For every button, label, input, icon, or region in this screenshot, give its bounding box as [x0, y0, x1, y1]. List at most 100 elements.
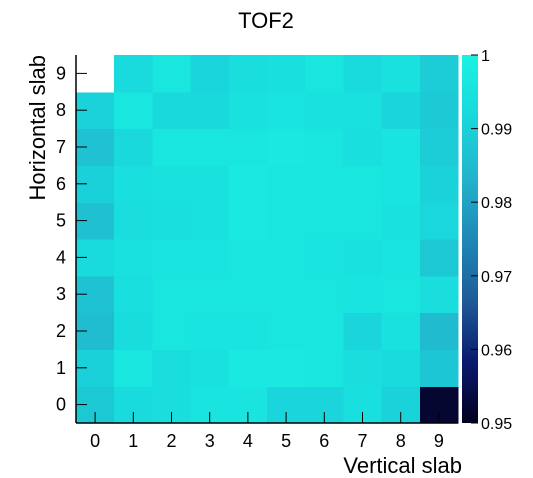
- heatmap-cell: [305, 239, 344, 277]
- heatmap-cell: [305, 349, 344, 387]
- heatmap-cell: [419, 275, 459, 314]
- heatmap-cell: [228, 202, 268, 240]
- x-tick-label: 2: [166, 431, 176, 451]
- heatmap-cell: [267, 55, 306, 93]
- heatmap-cell: [228, 165, 268, 203]
- y-axis-title: Horizontal slab: [25, 55, 50, 201]
- heatmap-cell: [419, 239, 459, 277]
- y-tick-label: 6: [56, 174, 66, 194]
- heatmap-cell: [381, 312, 421, 350]
- heatmap-cell: [152, 128, 192, 166]
- chart-title: TOF2: [238, 8, 294, 33]
- heatmap-cell: [267, 275, 306, 314]
- heatmap-cell: [190, 275, 230, 314]
- y-tick-label: 5: [56, 211, 66, 231]
- heatmap-cell: [343, 349, 383, 387]
- x-tick-label: 6: [319, 431, 329, 451]
- heatmap-cell: [190, 312, 230, 350]
- heatmap-cell: [114, 128, 153, 166]
- colorbar-ticks: 1 0.99 0.98 0.97 0.96 0.95: [471, 48, 512, 433]
- x-tick-label: 3: [205, 431, 215, 451]
- heatmap-cell: [267, 349, 306, 387]
- heatmap-cell: [305, 202, 344, 240]
- heatmap-cell: [343, 312, 383, 350]
- heatmap-cell: [381, 349, 421, 387]
- heatmap-cell: [152, 349, 192, 387]
- heatmap-cell: [305, 312, 344, 350]
- heatmap-cell: [190, 128, 230, 166]
- heatmap-cell: [305, 165, 344, 203]
- heatmap-cell: [381, 91, 421, 130]
- heatmap-cell: [267, 202, 306, 240]
- x-tick-label: 1: [128, 431, 138, 451]
- heatmap-cell: [381, 165, 421, 203]
- y-tick-label: 0: [56, 395, 66, 415]
- heatmap-cell: [419, 312, 459, 350]
- heatmap-cell: [343, 239, 383, 277]
- x-tick-label: 7: [357, 431, 367, 451]
- heatmap-cell: [152, 91, 192, 130]
- heatmap-cells: [76, 55, 459, 424]
- x-axis-ticks: 0 1 2 3 4 5 6 7 8 9: [90, 412, 444, 451]
- heatmap-cell: [114, 55, 153, 93]
- heatmap-cell: [152, 239, 192, 277]
- heatmap-cell: [152, 312, 192, 350]
- heatmap-cell: [228, 91, 268, 130]
- heatmap-cell: [419, 55, 459, 93]
- heatmap-cell: [152, 165, 192, 203]
- heatmap-cell: [190, 349, 230, 387]
- colorbar-tick-label: 0.96: [481, 342, 512, 359]
- colorbar-tick-label: 0.99: [481, 122, 512, 139]
- heatmap-cell: [267, 128, 306, 166]
- y-tick-label: 4: [56, 247, 66, 267]
- heatmap-cell: [419, 91, 459, 130]
- heatmap-cell: [267, 239, 306, 277]
- heatmap-cell: [114, 275, 153, 314]
- y-tick-label: 7: [56, 137, 66, 157]
- heatmap-cell: [228, 55, 268, 93]
- heatmap-cell: [228, 349, 268, 387]
- heatmap-cell: [190, 202, 230, 240]
- heatmap-cell: [267, 312, 306, 350]
- x-tick-label: 8: [396, 431, 406, 451]
- heatmap-cell: [228, 128, 268, 166]
- heatmap-cell: [152, 202, 192, 240]
- colorbar-tick-label: 1: [481, 48, 490, 65]
- heatmap-cell: [114, 202, 153, 240]
- colorbar-tick-label: 0.95: [481, 416, 512, 433]
- heatmap-cell: [343, 275, 383, 314]
- plot-frame: [75, 55, 458, 424]
- heatmap-cell: [114, 165, 153, 203]
- y-axis-ticks: 0 1 2 3 4 5 6 7 8 9: [56, 63, 87, 415]
- heatmap-cell: [152, 275, 192, 314]
- heatmap-cell: [267, 165, 306, 203]
- heatmap-cell: [190, 55, 230, 93]
- heatmap-cell: [114, 349, 153, 387]
- heatmap-cell: [114, 91, 153, 130]
- heatmap-cell: [419, 202, 459, 240]
- colorbar: [462, 55, 478, 423]
- y-tick-label: 8: [56, 100, 66, 120]
- y-tick-label: 1: [56, 358, 66, 378]
- heatmap-cell: [228, 275, 268, 314]
- heatmap-cell: [381, 202, 421, 240]
- heatmap-cell: [419, 349, 459, 387]
- heatmap-cell: [305, 55, 344, 93]
- heatmap-cell: [343, 55, 383, 93]
- heatmap-cell: [228, 239, 268, 277]
- x-tick-label: 5: [281, 431, 291, 451]
- heatmap-cell: [343, 128, 383, 166]
- colorbar-tick-label: 0.97: [481, 269, 512, 286]
- heatmap-cell: [152, 55, 192, 93]
- heatmap-cell: [305, 275, 344, 314]
- y-tick-label: 9: [56, 63, 66, 83]
- heatmap-cell: [419, 128, 459, 166]
- x-tick-label: 0: [90, 431, 100, 451]
- heatmap-cell: [343, 165, 383, 203]
- heatmap-cell: [419, 165, 459, 203]
- heatmap-cell: [381, 239, 421, 277]
- x-tick-label: 9: [434, 431, 444, 451]
- x-axis-title: Vertical slab: [343, 453, 462, 478]
- heatmap-cell: [190, 239, 230, 277]
